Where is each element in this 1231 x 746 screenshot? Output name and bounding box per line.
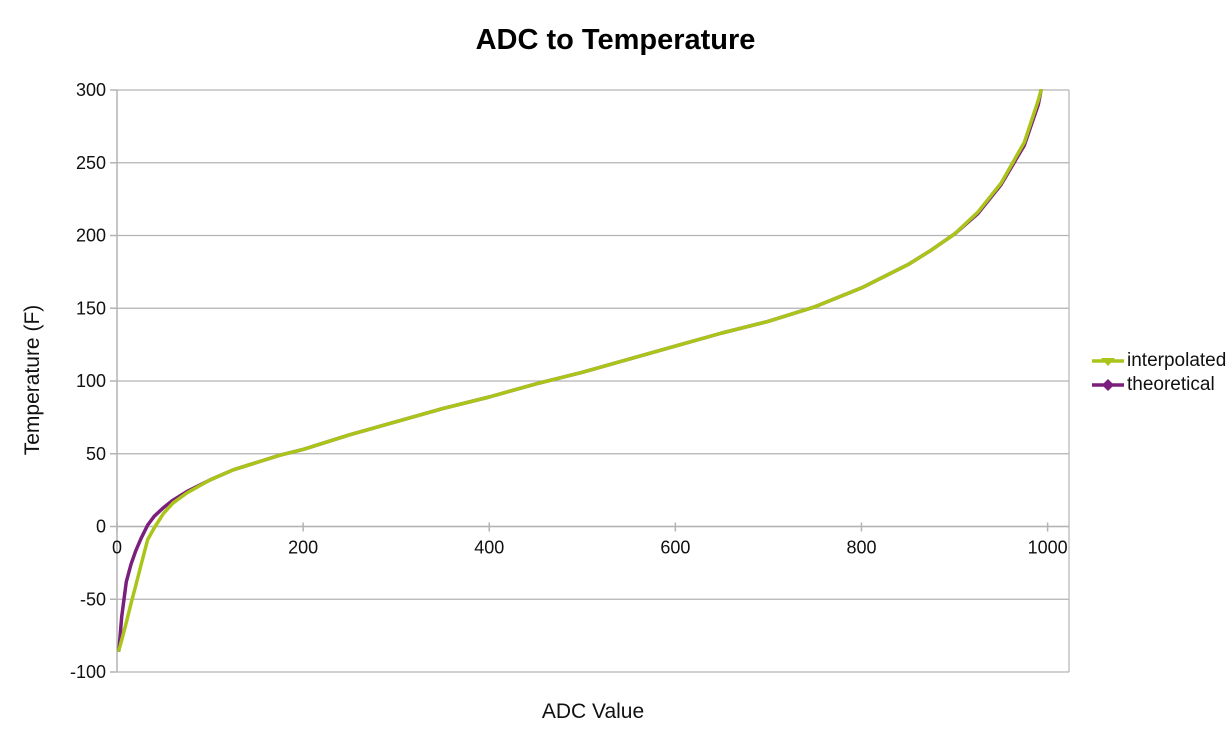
y-tick-label: 50 (86, 444, 106, 464)
y-tick-label: 250 (76, 153, 106, 173)
y-tick-label: -50 (80, 589, 106, 609)
y-axis-title: Temperature (F) (21, 304, 44, 456)
diamond-marker-icon (1092, 378, 1124, 391)
legend: interpolated theoretical (1091, 349, 1226, 396)
x-tick-label: 200 (288, 538, 318, 558)
legend-item-interpolated: interpolated (1091, 349, 1226, 372)
x-tick-label: 0 (112, 538, 122, 558)
series-line-interpolated (117, 89, 1043, 652)
chart-title: ADC to Temperature (475, 24, 756, 56)
x-axis-title: ADC Value (541, 700, 645, 723)
x-tick-label: 800 (846, 538, 876, 558)
y-tick-label: 200 (76, 226, 106, 246)
legend-label-interpolated: interpolated (1127, 349, 1227, 371)
y-tick-label: 0 (96, 517, 106, 537)
legend-item-theoretical: theoretical (1091, 373, 1226, 396)
legend-label-theoretical: theoretical (1127, 373, 1215, 395)
y-tick-label: -100 (70, 662, 106, 682)
x-tick-label: 600 (660, 538, 690, 558)
x-tick-label: 1000 (1028, 538, 1068, 558)
y-tick-label: 100 (76, 371, 106, 391)
triangle-down-marker-icon (1092, 357, 1124, 366)
x-tick-label: 400 (474, 538, 504, 558)
y-tick-label: 300 (76, 80, 106, 100)
series-line-theoretical (117, 89, 1043, 652)
y-tick-label: 150 (76, 298, 106, 318)
